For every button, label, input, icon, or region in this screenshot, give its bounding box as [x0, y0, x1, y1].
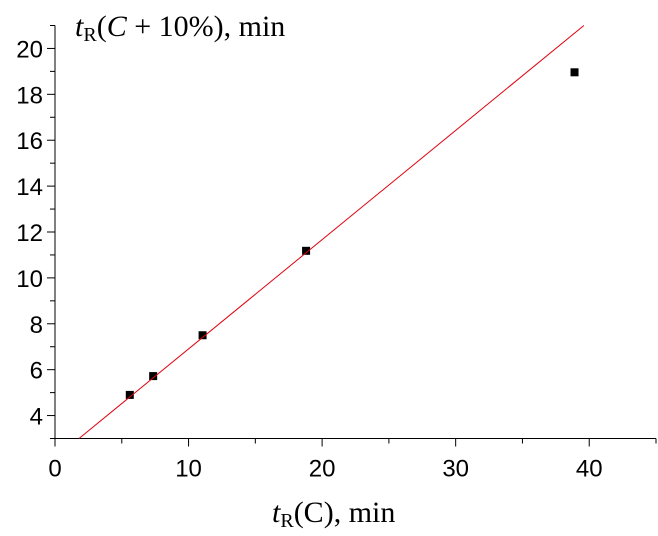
x-tick-label: 20	[309, 456, 336, 483]
data-point	[198, 331, 207, 340]
x-label-unit: , min	[334, 496, 396, 529]
axes: 0 10 20 30 40 4 6 8 10 12 14 16 18 20	[16, 25, 657, 483]
x-axis-label: tR(C), min	[272, 496, 395, 532]
y-tick-label: 12	[16, 220, 43, 247]
y-label-unit: , min	[224, 10, 286, 43]
y-label-subscript: R	[83, 24, 97, 46]
marks	[78, 25, 585, 439]
y-axis-label: tR(C + 10%), min	[75, 10, 285, 46]
data-point	[149, 372, 158, 381]
y-label-var: t	[75, 10, 84, 43]
x-tick-label: 10	[175, 456, 202, 483]
x-tick-label: 40	[576, 456, 603, 483]
data-point	[570, 68, 579, 77]
x-label-arg: (C)	[294, 496, 334, 529]
y-label-paren: (	[97, 10, 107, 43]
data-point	[302, 246, 311, 255]
y-tick-label: 16	[16, 128, 43, 155]
y-tick-label: 4	[30, 404, 43, 431]
x-label-subscript: R	[280, 510, 294, 532]
y-tick-label: 8	[30, 312, 43, 339]
y-tick-label: 14	[16, 174, 43, 201]
x-label-var: t	[272, 496, 281, 529]
fit-line	[78, 25, 585, 439]
x-tick-label: 0	[48, 456, 61, 483]
y-label-arg-var: C	[107, 10, 128, 43]
x-tick-label: 30	[442, 456, 469, 483]
y-tick-label: 20	[16, 36, 43, 63]
y-tick-label: 10	[16, 266, 43, 293]
data-point	[125, 390, 134, 399]
y-label-arg-rest: + 10%)	[127, 10, 224, 43]
y-tick-label: 18	[16, 82, 43, 109]
y-tick-label: 6	[30, 358, 43, 385]
